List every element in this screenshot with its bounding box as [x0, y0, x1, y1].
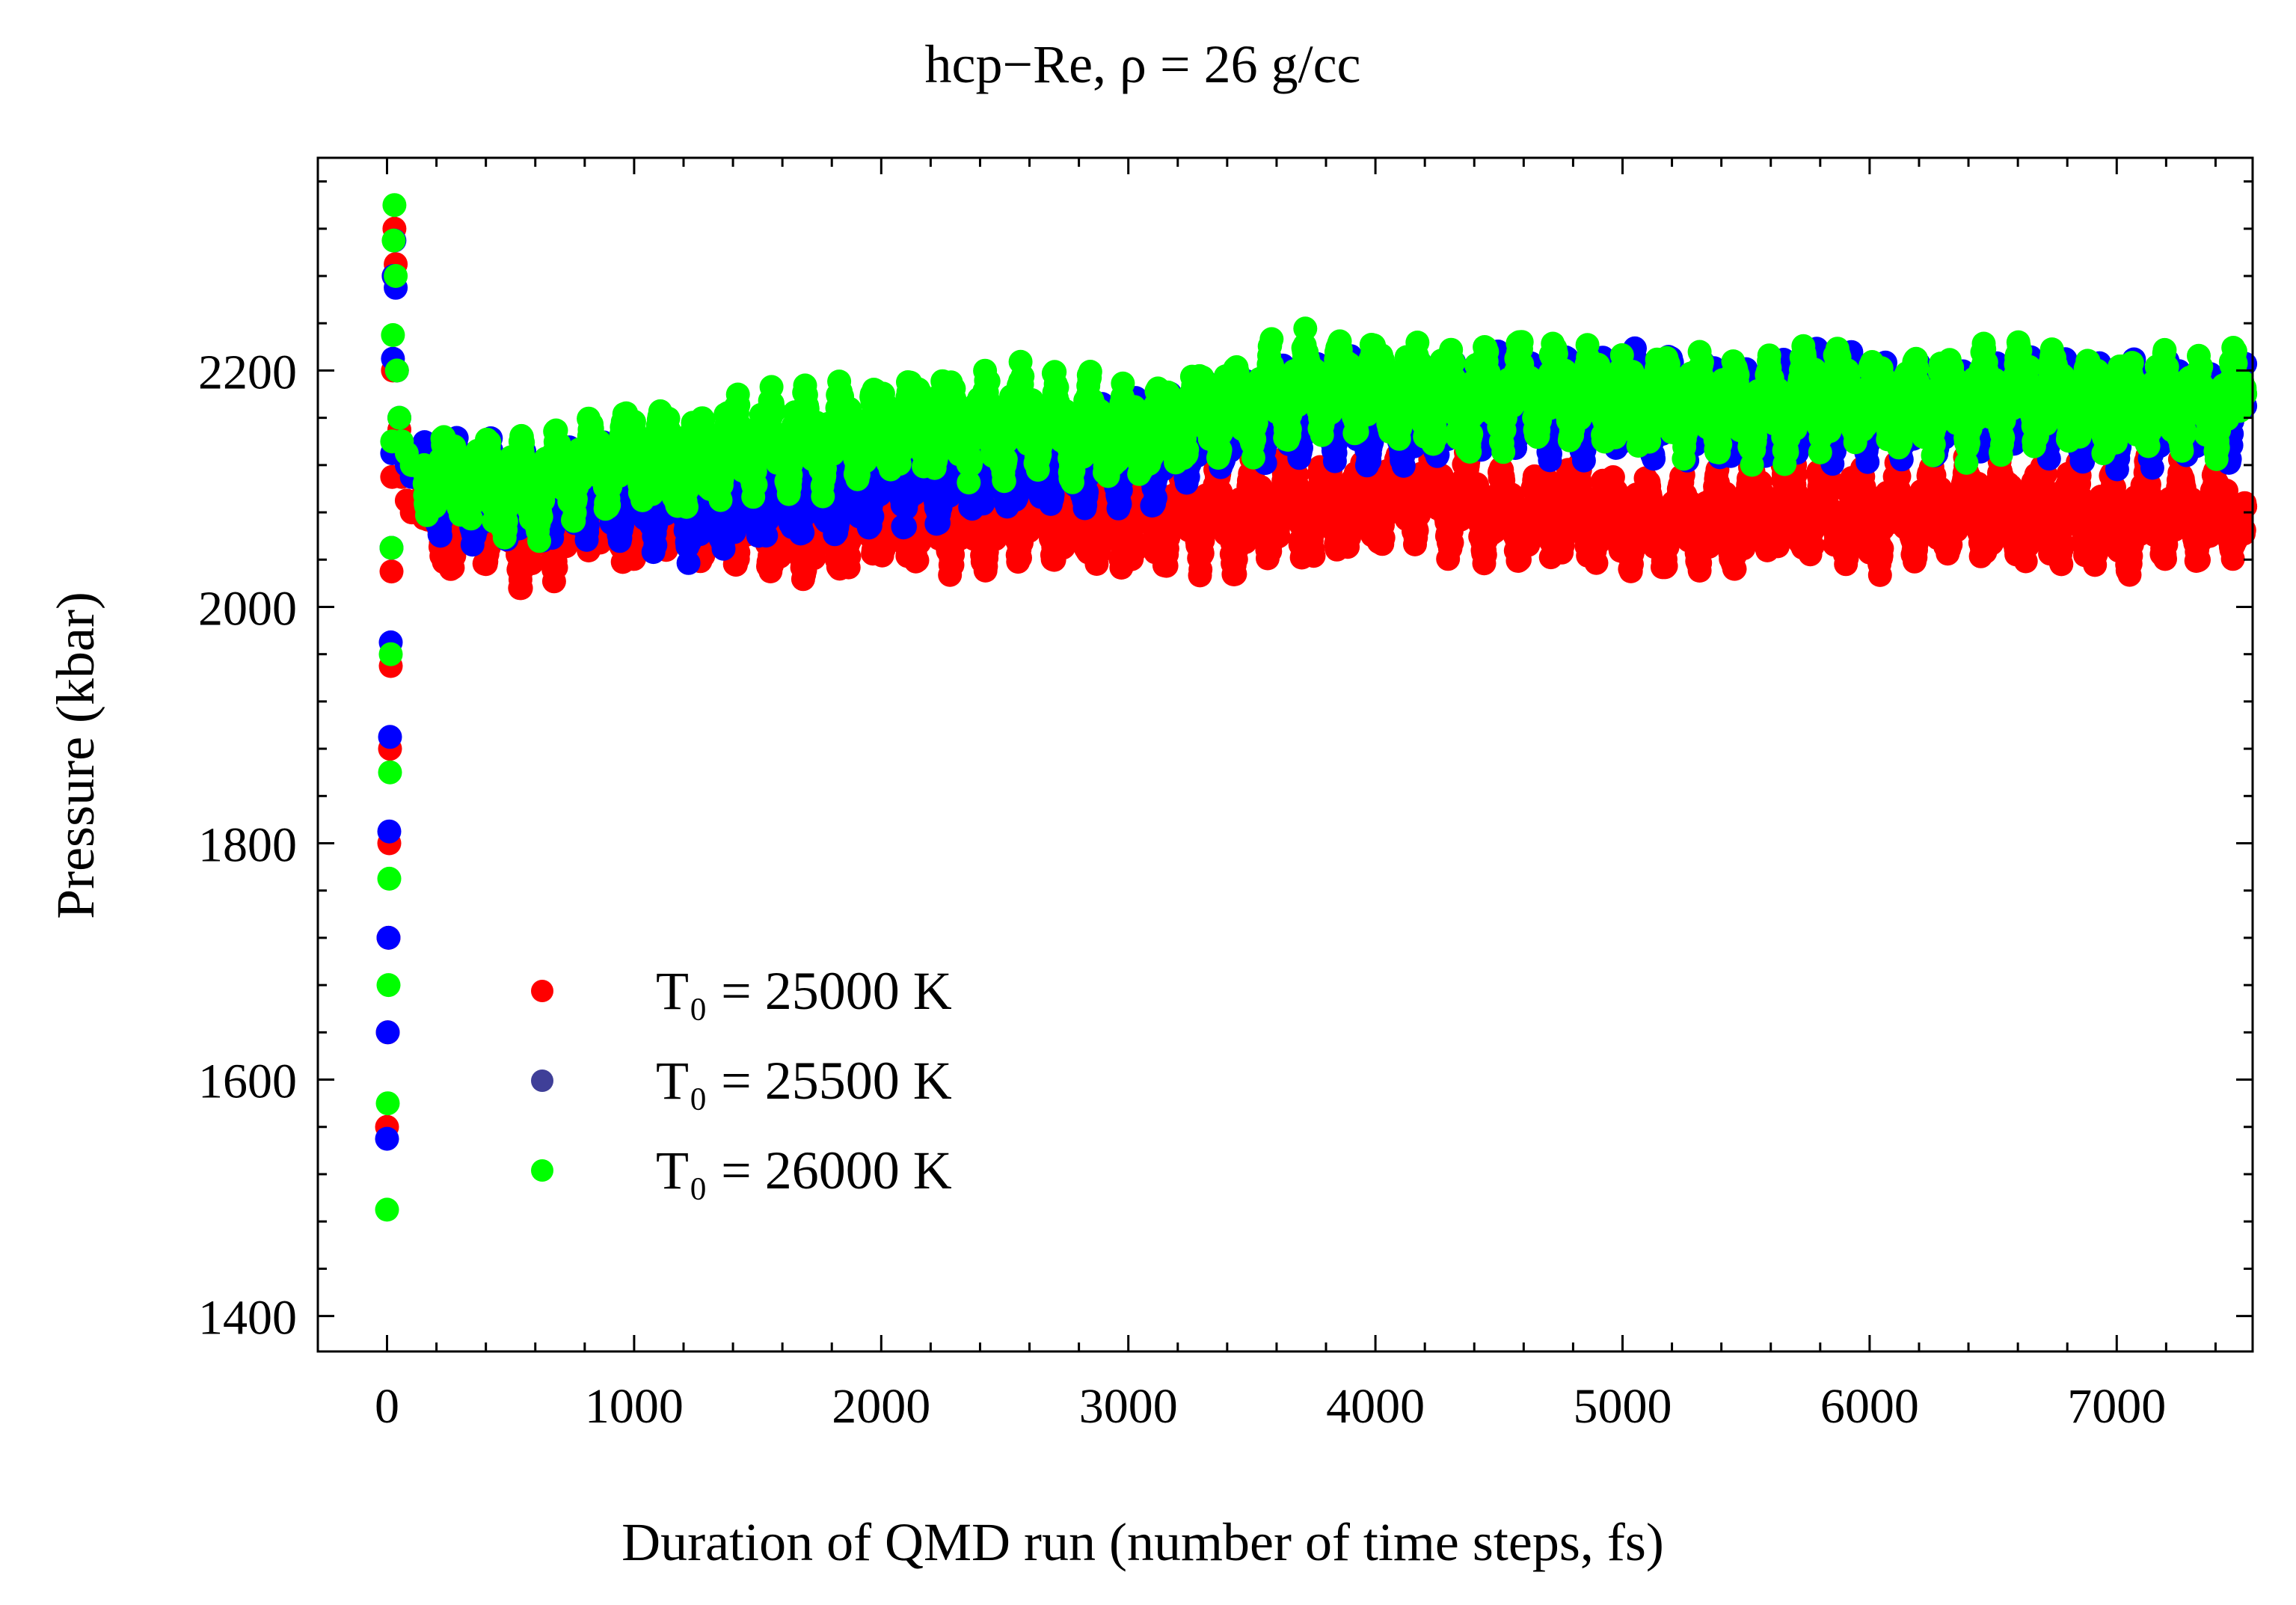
- data-point: [2203, 506, 2228, 530]
- data-point: [1314, 500, 1338, 525]
- data-point: [1610, 512, 1635, 536]
- data-point: [1511, 506, 1536, 530]
- data-point: [2006, 506, 2031, 530]
- data-point: [1660, 506, 1684, 530]
- data-point: [2055, 500, 2080, 525]
- data-point: [1956, 494, 1980, 519]
- series-layer: [375, 193, 2258, 1222]
- data-point: [1857, 506, 1882, 530]
- data-point: [1413, 482, 1437, 507]
- trace-point: [2016, 531, 2040, 556]
- data-point: [1165, 500, 1190, 525]
- data-point: [1363, 488, 1388, 513]
- data-point: [1215, 506, 1239, 530]
- data-point: [1462, 494, 1487, 519]
- data-point: [1907, 500, 1931, 525]
- data-point: [1561, 494, 1586, 519]
- trace-point: [1800, 533, 1825, 558]
- data-point: [2105, 512, 2129, 536]
- trace-point: [544, 555, 568, 580]
- trace-point: [1301, 544, 1326, 568]
- data-point: [1264, 494, 1289, 519]
- trace-point: [509, 576, 533, 601]
- data-point: [1758, 494, 1783, 519]
- data-point: [379, 559, 404, 584]
- data-point: [1709, 512, 1734, 536]
- trace-point: [676, 550, 701, 575]
- data-point: [1808, 500, 1832, 525]
- data-point: [2154, 500, 2179, 525]
- trace-point: [826, 503, 851, 527]
